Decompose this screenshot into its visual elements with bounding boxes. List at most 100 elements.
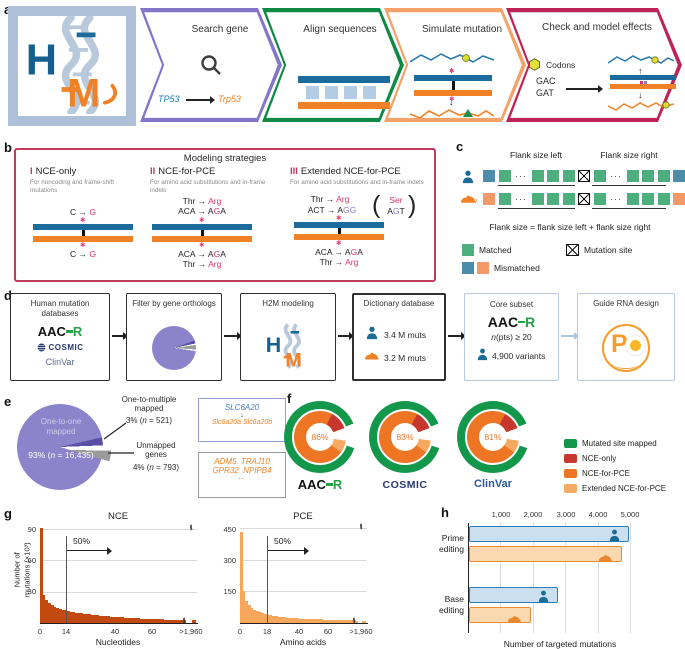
human-icon bbox=[477, 348, 488, 361]
hist-bar bbox=[344, 620, 348, 623]
arrow-icon bbox=[566, 85, 603, 92]
mutation-mark-icon: ✱ bbox=[199, 242, 205, 249]
alignment-rung bbox=[344, 86, 357, 99]
flank-right-underline bbox=[592, 185, 666, 186]
variant-count: 4,900 variants bbox=[492, 351, 546, 361]
strategy-name: NCE-only bbox=[35, 166, 77, 177]
strand-connector bbox=[452, 81, 455, 90]
hist-bar bbox=[150, 619, 154, 623]
human-mutation-count: 3.4 M muts bbox=[384, 330, 427, 340]
hist-bar bbox=[261, 613, 265, 623]
box-title: Dictionary database bbox=[363, 299, 435, 308]
matched-label: Matched bbox=[479, 245, 512, 255]
mutation-site-cell bbox=[578, 193, 590, 205]
match-cell bbox=[626, 170, 639, 182]
hist-bar bbox=[312, 619, 316, 623]
hist-bar bbox=[112, 616, 116, 623]
hist-bar bbox=[140, 618, 143, 623]
match-cell bbox=[657, 193, 670, 205]
human-protein-squiggle bbox=[410, 53, 494, 63]
codon-from: GAC bbox=[536, 76, 556, 86]
gridline bbox=[630, 523, 631, 633]
match-cell bbox=[531, 170, 544, 182]
down-arrow-icon: ↓ bbox=[638, 90, 643, 100]
mouse-dna-bar bbox=[294, 234, 384, 240]
box-title: Human mutation databases bbox=[30, 299, 90, 319]
hist-bar bbox=[161, 619, 165, 623]
aacr-text: AAC bbox=[297, 477, 326, 492]
prime-editing-label: Prime editing bbox=[438, 533, 464, 555]
human-sequence-bar bbox=[298, 76, 390, 83]
h2m-logo-box: H M bbox=[8, 6, 136, 126]
x-tick: >1,960 bbox=[349, 627, 373, 636]
strategy-2-desc: For amino acid substitutions and in-fram… bbox=[150, 179, 266, 194]
up-arrow-icon: ↑ bbox=[449, 65, 454, 75]
unmapped-gene-list: ADM5 TRAJ10 bbox=[214, 457, 270, 466]
flow-arrow bbox=[112, 332, 128, 339]
strand-connector bbox=[81, 230, 85, 236]
panel-label-d: d bbox=[4, 288, 12, 303]
human-protein-squiggle bbox=[608, 55, 674, 64]
gridline bbox=[40, 592, 197, 593]
flank-left-underline bbox=[498, 208, 575, 209]
hist-bar bbox=[352, 620, 356, 623]
mutation-site-cell bbox=[578, 170, 590, 182]
legend-swatch-extended bbox=[564, 484, 577, 493]
callout-leader-lines bbox=[103, 422, 134, 454]
mouse-dna-bar bbox=[414, 90, 492, 96]
hist-bar bbox=[45, 600, 49, 623]
human-dna-bar bbox=[33, 224, 133, 230]
hist-bar bbox=[293, 618, 297, 623]
human-dna-bar bbox=[294, 222, 384, 228]
gridline bbox=[40, 560, 197, 561]
y-tick: 450 bbox=[223, 525, 236, 534]
codon-change: ACA → AGA bbox=[315, 247, 363, 257]
aacr-r: R bbox=[525, 314, 536, 330]
hist-bar bbox=[269, 615, 273, 623]
match-cell bbox=[593, 193, 606, 205]
hist-bar bbox=[137, 618, 141, 623]
median-line bbox=[267, 536, 268, 623]
mouse-icon bbox=[598, 550, 613, 568]
codons-label: Codons bbox=[546, 60, 576, 70]
hist-bar bbox=[315, 619, 318, 623]
hist-bar bbox=[299, 618, 302, 623]
x-axis-label: Number of targeted mutations bbox=[503, 639, 617, 649]
hist-bar bbox=[304, 618, 308, 623]
clinvar-logo: ClinVar bbox=[474, 478, 512, 490]
hist-bar bbox=[288, 617, 292, 623]
mutation-dot-icon bbox=[644, 80, 647, 84]
match-cell bbox=[642, 170, 654, 182]
hist-bar bbox=[142, 618, 146, 623]
hist-bar bbox=[320, 619, 324, 623]
hist-bar bbox=[167, 619, 170, 623]
ortholog-example-box: SLC6A20 ↓ Slc6a20a Slc6a20b bbox=[198, 398, 286, 442]
mutation-mark-icon: ✱ bbox=[80, 242, 86, 249]
box-title: Guide RNA design bbox=[593, 299, 659, 308]
hist-bar bbox=[156, 619, 159, 623]
strand-connector bbox=[337, 228, 341, 234]
mutation-mark-icon: ✱ bbox=[336, 240, 342, 247]
unmapped-value: 4% (n = 793) bbox=[132, 463, 180, 472]
hist-bar bbox=[123, 617, 127, 623]
hist-bar bbox=[94, 615, 97, 623]
human-flank-row: ··· ··· bbox=[483, 170, 685, 182]
codon-change: ACA → AGA bbox=[178, 206, 226, 216]
hist-bar bbox=[56, 607, 59, 623]
hist-bar bbox=[258, 612, 262, 623]
hist-bar bbox=[99, 615, 103, 623]
gridline bbox=[500, 523, 501, 633]
mouse-dna-bar bbox=[152, 236, 252, 242]
hist-bar bbox=[296, 618, 300, 623]
codon-to: GAT bbox=[536, 88, 554, 98]
x-tick: 0 bbox=[237, 627, 243, 636]
hist-bar bbox=[96, 615, 100, 623]
hist-bar bbox=[53, 606, 57, 623]
match-cell bbox=[547, 170, 559, 182]
hist-bar bbox=[331, 619, 335, 623]
flank-left-underline bbox=[498, 185, 575, 186]
hist-bar bbox=[183, 620, 186, 623]
hist-bar bbox=[164, 619, 168, 623]
hist-bar bbox=[256, 611, 259, 623]
